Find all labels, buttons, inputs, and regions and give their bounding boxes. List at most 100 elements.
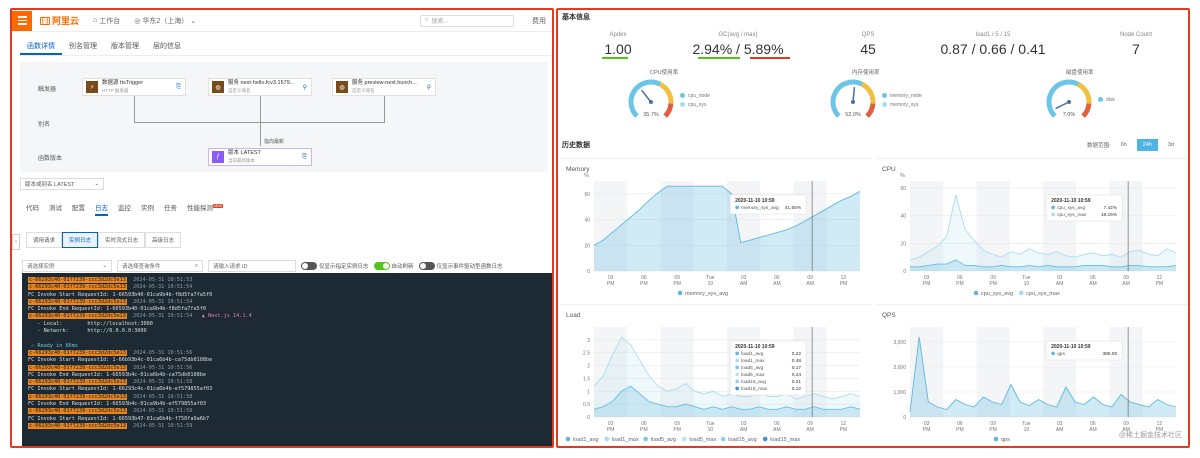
location-icon[interactable]: ⚲ (302, 84, 307, 91)
log-search-placeholder: 请选择查询条件 (122, 264, 161, 270)
gauge-band-high (865, 103, 876, 118)
stat-qps-label: QPS (861, 32, 875, 38)
workbench-label: 工作台 (99, 17, 121, 25)
tab-config[interactable]: 配置 (72, 205, 85, 212)
stat-node-count-label: Node Count (1119, 32, 1153, 38)
tooltip-series: load5_max (741, 372, 765, 378)
version-select[interactable]: 版本或别名 LATEST ⌄ (20, 178, 104, 190)
trigger-node[interactable]: ⚡ 数据源 ttsTrigger HTTP 触发器 ⎘ (82, 78, 186, 96)
tooltip-value: 7.42% (1104, 205, 1118, 211)
x-tick-label: PM (607, 427, 615, 433)
log-line (28, 335, 547, 342)
tab-monitor[interactable]: 监控 (118, 205, 131, 212)
workbench-link[interactable]: ⌂ 工作台 (93, 16, 120, 26)
x-tick-label: PM (956, 281, 964, 287)
x-tick-label: PM (956, 427, 964, 433)
x-tick-label: 09 (1123, 421, 1129, 427)
log-line: FC Invoke End RequestId: 1-66593b4c-01ca… (28, 401, 207, 408)
log-timestamp: 2024-05-31 10:51:59 (126, 422, 193, 429)
series-area-load1_avg (594, 386, 860, 417)
tab-test[interactable]: 测试 (49, 205, 62, 212)
domain-node-2[interactable]: ◍ 服务 preview-next.hunch... 自定义域名 ⚲ (332, 78, 436, 96)
stat-apdex-label: Apdex (609, 32, 627, 38)
tab-task[interactable]: 任务 (164, 205, 177, 212)
search-icon: ⌕ (194, 262, 198, 269)
range-24h[interactable]: 24h (1136, 139, 1158, 151)
tooltip-series: load1_max (741, 358, 765, 364)
stat-load: load1 / 5 / 15 0.87 / 0.66 / 0.41 (938, 32, 1048, 57)
tooltip-marker (735, 372, 739, 377)
tab-profiling[interactable]: 性能探测NEW (187, 202, 224, 216)
tooltip-value: 41.55% (785, 205, 802, 211)
y-tick-label: 3,000 (893, 340, 906, 346)
event-only-toggle[interactable] (418, 262, 435, 270)
connector-line (134, 96, 135, 122)
new-badge: NEW (213, 203, 224, 208)
tab-function-detail[interactable]: 函数详情 (20, 38, 62, 55)
monitor-panel: 基本信息 Apdex 1.00 GC(avg / max) 2.94% / 5.89… (556, 8, 1190, 448)
instance-id: c-66293c40-01f7239-ccc3d2dc5e13 (28, 408, 127, 415)
instance-logs-button[interactable]: 实例日志 (62, 232, 99, 248)
log-search-input[interactable]: 请选择查询条件 ⌕ (117, 260, 203, 272)
logo[interactable]: [-] 阿里云 (40, 16, 80, 26)
log-console[interactable]: c-66293c40-01f7239-ccc3d2dc5e13 2024-05-… (22, 273, 552, 446)
auto-refresh-toggle[interactable] (373, 262, 390, 270)
x-tick-label: PM (840, 281, 848, 287)
legend-label: load15_max (770, 437, 800, 443)
tab-alias[interactable]: 别名管理 (69, 43, 97, 50)
request-id-input[interactable]: 请输入请求 ID (208, 260, 296, 272)
x-tick-label: PM (640, 427, 648, 433)
realtime-logs-button[interactable]: 实时流式日志 (98, 232, 146, 248)
gauge-memory: 52.0% (828, 76, 878, 122)
instance-id: c-66293c40-01f7239-ccc3d2dc5e13 (28, 277, 127, 283)
advanced-logs-button[interactable]: 高级日志 (145, 232, 182, 248)
tab-code[interactable]: 代码 (26, 205, 39, 212)
connector-line (260, 96, 261, 122)
gauge-cpu-legend: cpu_node cpu_sys (680, 92, 710, 110)
log-type-group: 调用请求 实例日志 实时流式日志 高级日志 (26, 232, 182, 248)
range-6h[interactable]: 6h (1120, 142, 1127, 148)
version-node[interactable]: ƒ 版本 LATEST 当前最新版本 ⎘ (208, 148, 312, 166)
log-line: c-66293c40-01f7239-ccc3d2dc5e13 2024-05-… (28, 349, 547, 357)
legend-label: cpu_sys_max (1026, 291, 1060, 297)
tooltip-time: 2020-11-10 10:59 (735, 198, 775, 204)
tab-layer[interactable]: 层的信息 (153, 43, 181, 50)
x-tick-label: 09 (990, 421, 996, 427)
menu-icon[interactable] (12, 10, 32, 31)
copy-icon[interactable]: ⎘ (176, 83, 181, 90)
instance-only-toggle[interactable] (301, 262, 317, 270)
log-line: - Local: http://localhost:3000 (28, 320, 153, 327)
invocation-logs-button[interactable]: 调用请求 (26, 232, 63, 248)
collapse-handle[interactable]: ‹ (12, 234, 20, 250)
gauge-band-high (663, 103, 674, 118)
globe-icon: ◍ (212, 81, 224, 93)
chart-memory: Memory% 03 PM 06 PM 09 PM Tue 10 03 AM 06 AM 09 AM 12 PM… (560, 158, 872, 300)
domain-node-1[interactable]: ◍ 服务 next-hello.fcv3.1579... 自定义域名 ⚲ (208, 78, 312, 96)
billing-link[interactable]: 费用 (532, 17, 546, 25)
series-line-cpu_sys_avg (910, 259, 1177, 268)
y-tick-label: 60 (584, 192, 590, 198)
x-tick-label: 12 (1157, 275, 1163, 281)
top-bar: [-] 阿里云 ⌂ 工作台 ◎ 华东2（上海） ⌄ ⌕ 搜索... 费用 (12, 10, 552, 32)
domain-node-1-sub: 自定义域名 (228, 88, 251, 93)
home-icon: ⌂ (93, 17, 98, 24)
y-tick-label: 40 (900, 214, 906, 220)
gauge-hub (851, 100, 855, 104)
instance-select[interactable]: 请选择实例 ⌄ (22, 260, 112, 272)
log-timestamp: 2024-05-31 10:51:56 (126, 349, 193, 356)
connector-line (134, 122, 385, 123)
tab-logs[interactable]: 日志 (95, 202, 108, 216)
tab-instance[interactable]: 实例 (141, 205, 154, 212)
copy-icon[interactable]: ⎘ (302, 153, 307, 160)
location-icon[interactable]: ⚲ (426, 84, 431, 91)
x-tick-label: PM (923, 281, 931, 287)
tab-version[interactable]: 版本管理 (111, 43, 139, 50)
global-search-input[interactable]: ⌕ 搜索... (420, 14, 514, 27)
instance-id: c-66293c40-01f7239-ccc3d2dc5e13 (28, 379, 127, 386)
legend-marker (762, 436, 768, 442)
stat-apdex-underline (602, 57, 628, 59)
range-3d[interactable]: 3d (1167, 142, 1174, 148)
x-tick-label: AM (773, 281, 781, 287)
log-line: c-66293c40-01f7239-ccc3d2dc5e13 2024-05-… (28, 422, 547, 430)
region-select[interactable]: ◎ 华东2（上海） ⌄ (134, 16, 196, 26)
